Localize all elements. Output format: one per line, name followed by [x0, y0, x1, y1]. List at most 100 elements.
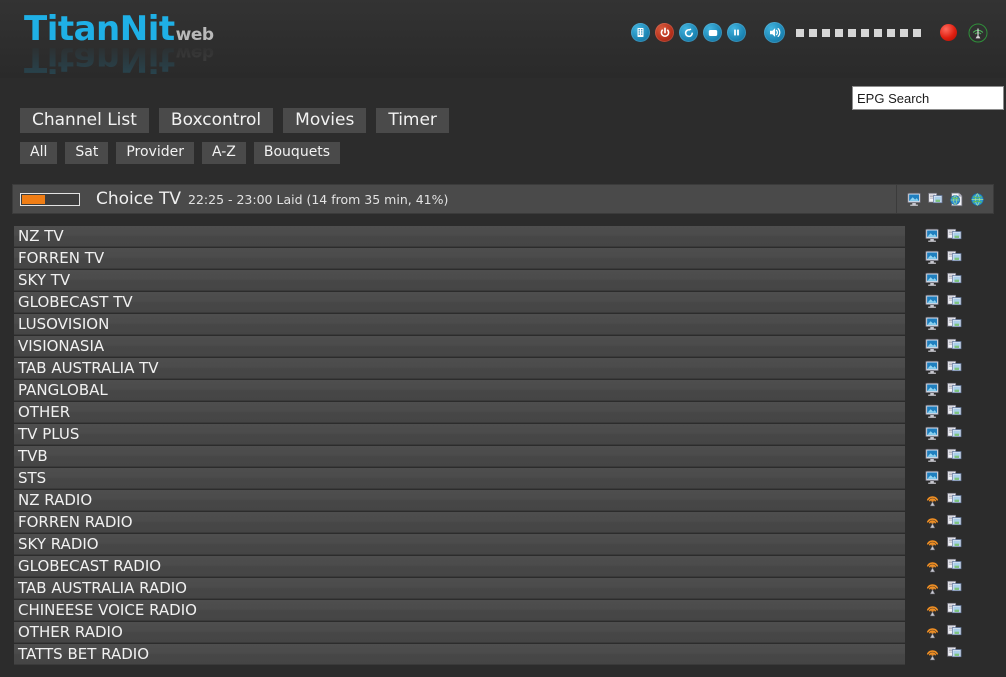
radio-stream-icon[interactable]	[925, 514, 940, 529]
channel-row[interactable]: GLOBECAST RADIO	[0, 556, 1006, 578]
bouquet-list-icon[interactable]	[947, 404, 962, 419]
bouquet-list-icon[interactable]	[947, 272, 962, 287]
radio-stream-icon[interactable]	[925, 492, 940, 507]
channel-row[interactable]: NZ RADIO	[0, 490, 1006, 512]
channel-row[interactable]: TAB AUSTRALIA RADIO	[0, 578, 1006, 600]
tv-stream-icon[interactable]	[925, 294, 940, 309]
channel-name[interactable]: CHINEESE VOICE RADIO	[18, 601, 197, 619]
bouquet-list-icon[interactable]	[947, 514, 962, 529]
volume-block[interactable]	[809, 28, 817, 37]
channel-name[interactable]: TAB AUSTRALIA RADIO	[18, 579, 187, 597]
channel-row[interactable]: FORREN TV	[0, 248, 1006, 270]
channel-name[interactable]: SKY TV	[18, 271, 71, 289]
tv-stream-icon[interactable]	[925, 272, 940, 287]
channel-name[interactable]: NZ RADIO	[18, 491, 93, 509]
bouquet-list-icon[interactable]	[947, 228, 962, 243]
bouquet-list-icon[interactable]	[947, 250, 962, 265]
channel-row[interactable]: SKY RADIO	[0, 534, 1006, 556]
channel-row[interactable]: TAB AUSTRALIA TV	[0, 358, 1006, 380]
radio-stream-icon[interactable]	[925, 602, 940, 617]
volume-block[interactable]	[913, 28, 921, 37]
channel-name[interactable]: LUSOVISION	[18, 315, 110, 333]
radio-stream-icon[interactable]	[925, 536, 940, 551]
bouquet-list-icon[interactable]	[947, 536, 962, 551]
subtab-all[interactable]: All	[20, 142, 58, 164]
channel-name[interactable]: GLOBECAST TV	[18, 293, 133, 311]
volume-block[interactable]	[822, 28, 830, 37]
channel-row[interactable]: LUSOVISION	[0, 314, 1006, 336]
channel-name[interactable]: PANGLOBAL	[18, 381, 108, 399]
volume-block[interactable]	[796, 28, 804, 37]
subtab-sat[interactable]: Sat	[65, 142, 109, 164]
tab-timer[interactable]: Timer	[376, 108, 449, 134]
volume-level-blocks[interactable]	[796, 28, 921, 37]
channel-row[interactable]: OTHER RADIO	[0, 622, 1006, 644]
tv-stream-icon[interactable]	[925, 228, 940, 243]
bouquet-list-icon[interactable]	[947, 646, 962, 661]
keypad-icon[interactable]	[631, 23, 650, 42]
channel-row[interactable]: TV PLUS	[0, 424, 1006, 446]
bouquet-list-icon[interactable]	[947, 294, 962, 309]
channel-row[interactable]: STS	[0, 468, 1006, 490]
channel-row[interactable]: CHINEESE VOICE RADIO	[0, 600, 1006, 622]
channel-name[interactable]: VISIONASIA	[18, 337, 105, 355]
volume-block[interactable]	[848, 28, 856, 37]
radio-stream-icon[interactable]	[925, 558, 940, 573]
volume-block[interactable]	[835, 28, 843, 37]
bouquet-list-icon[interactable]	[947, 624, 962, 639]
channel-row[interactable]: FORREN RADIO	[0, 512, 1006, 534]
channel-name[interactable]: FORREN RADIO	[18, 513, 133, 531]
channel-row[interactable]: GLOBECAST TV	[0, 292, 1006, 314]
channel-row[interactable]: OTHER	[0, 402, 1006, 424]
channel-name[interactable]: NZ TV	[18, 227, 64, 245]
channel-row[interactable]: TATTS BET RADIO	[0, 644, 1006, 666]
channel-name[interactable]: TV PLUS	[18, 425, 80, 443]
tab-movies[interactable]: Movies	[283, 108, 367, 134]
bouquet-list-icon[interactable]	[947, 558, 962, 573]
bouquet-list-icon[interactable]	[947, 338, 962, 353]
tab-boxcontrol[interactable]: Boxcontrol	[158, 108, 274, 134]
volume-block[interactable]	[887, 28, 895, 37]
tv-stream-icon[interactable]	[925, 250, 940, 265]
bouquet-list-icon[interactable]	[947, 316, 962, 331]
channel-name[interactable]: OTHER	[18, 403, 71, 421]
tv-stream-icon[interactable]	[925, 338, 940, 353]
tv-stream-icon[interactable]	[925, 404, 940, 419]
radio-stream-icon[interactable]	[925, 580, 940, 595]
bouquet-list-icon[interactable]	[947, 470, 962, 485]
channel-name[interactable]: GLOBECAST RADIO	[18, 557, 162, 575]
subtab-bouquets[interactable]: Bouquets	[253, 142, 341, 164]
tab-channel-list[interactable]: Channel List	[20, 108, 149, 134]
screen-icon[interactable]	[703, 23, 722, 42]
tv-stream-icon[interactable]	[925, 448, 940, 463]
bouquet-list-icon[interactable]	[947, 492, 962, 507]
channel-row[interactable]: VISIONASIA	[0, 336, 1006, 358]
tv-stream-icon[interactable]	[925, 470, 940, 485]
tv-stream-icon[interactable]	[925, 382, 940, 397]
volume-block[interactable]	[874, 28, 882, 37]
pause-icon[interactable]	[727, 23, 746, 42]
duplicate-windows-icon[interactable]	[928, 192, 943, 207]
bouquet-list-icon[interactable]	[947, 602, 962, 617]
channel-name[interactable]: STS	[18, 469, 47, 487]
volume-icon[interactable]	[764, 22, 785, 43]
tv-stream-icon[interactable]	[925, 360, 940, 375]
channel-name[interactable]: FORREN TV	[18, 249, 105, 267]
channel-row[interactable]: TVB	[0, 446, 1006, 468]
radio-stream-icon[interactable]	[925, 624, 940, 639]
radio-stream-icon[interactable]	[925, 646, 940, 661]
channel-row[interactable]: NZ TV	[0, 226, 1006, 248]
channel-name[interactable]: TAB AUSTRALIA TV	[18, 359, 159, 377]
channel-row[interactable]: SKY TV	[0, 270, 1006, 292]
bouquet-list-icon[interactable]	[947, 382, 962, 397]
bouquet-list-icon[interactable]	[947, 448, 962, 463]
epg-search-input[interactable]	[852, 86, 1004, 110]
bouquet-list-icon[interactable]	[947, 360, 962, 375]
stream-monitor-icon[interactable]	[907, 192, 922, 207]
subtab-a-z[interactable]: A-Z	[201, 142, 246, 164]
tv-stream-icon[interactable]	[925, 316, 940, 331]
bouquet-list-icon[interactable]	[947, 580, 962, 595]
globe-page-icon[interactable]	[949, 192, 964, 207]
channel-name[interactable]: TVB	[18, 447, 48, 465]
refresh-icon[interactable]	[679, 23, 698, 42]
